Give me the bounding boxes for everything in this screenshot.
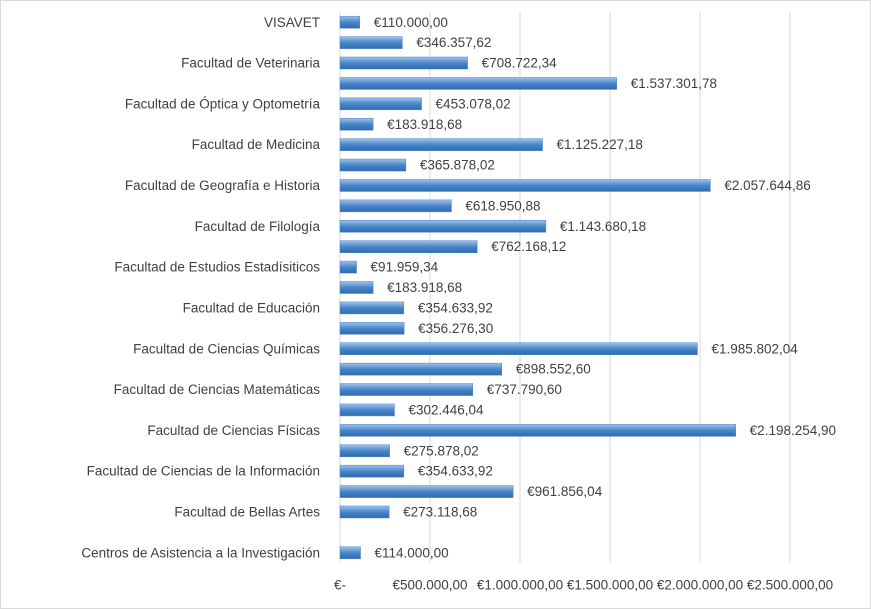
- data-label: €354.633,92: [418, 464, 493, 479]
- y-tick-label: Facultad de Estudios Estadísiticos: [114, 260, 320, 275]
- bar: [339, 403, 395, 417]
- bar: [339, 546, 361, 560]
- y-tick-label: Facultad de Ciencias Físicas: [147, 423, 320, 438]
- bar: [339, 179, 711, 192]
- y-tick-label: Facultad de Bellas Artes: [174, 505, 320, 520]
- y-tick-label: Facultad de Ciencias Matemáticas: [114, 382, 321, 397]
- data-label: €1.143.680,18: [560, 219, 646, 234]
- data-label: €737.790,60: [487, 382, 562, 397]
- data-label: €961.856,04: [527, 484, 603, 499]
- bar: [339, 383, 474, 396]
- data-label: €2.198.254,90: [750, 423, 836, 438]
- bar: [339, 56, 468, 70]
- y-tick-label: Facultad de Educación: [183, 300, 320, 315]
- y-tick-label: Facultad de Geografía e Historia: [125, 178, 321, 193]
- bar: [339, 36, 403, 49]
- bar: [339, 301, 405, 315]
- y-tick-label: Centros de Asistencia a la Investigación: [81, 545, 320, 560]
- y-tick-label: Facultad de Óptica y Optometría: [125, 96, 321, 111]
- bar: [339, 117, 374, 131]
- bar: [339, 362, 502, 376]
- y-tick-label: Facultad de Medicina: [192, 137, 321, 152]
- bar: [339, 342, 698, 355]
- y-tick-label: Facultad de Filología: [195, 219, 321, 234]
- bar: [339, 444, 390, 458]
- data-label: €898.552,60: [516, 362, 591, 377]
- x-tick-label: €2.000.000,00: [657, 578, 743, 593]
- data-label: €1.125.227,18: [557, 137, 643, 152]
- bar: [339, 322, 405, 335]
- data-label: €346.357,62: [416, 35, 491, 50]
- bar: [339, 220, 547, 233]
- bar: [339, 158, 407, 172]
- bar: [339, 464, 405, 478]
- y-tick-label: VISAVET: [264, 15, 320, 30]
- bar: [339, 97, 422, 111]
- bar: [339, 424, 736, 437]
- data-label: €275.878,02: [404, 443, 479, 458]
- y-tick-label: Facultad de Ciencias Químicas: [133, 341, 320, 356]
- data-label: €302.446,04: [408, 403, 484, 418]
- bar: [339, 138, 543, 151]
- x-tick-label: €1.000.000,00: [477, 578, 563, 593]
- data-label: €110.000,00: [374, 15, 448, 30]
- y-tick-label: Facultad de Ciencias de la Información: [87, 464, 320, 479]
- data-label: €183.918,68: [387, 280, 462, 295]
- data-label: €1.537.301,78: [631, 76, 717, 91]
- x-tick-label: €-: [334, 578, 346, 593]
- bar: [339, 199, 452, 213]
- data-label: €114.000,00: [375, 545, 449, 560]
- bar: [339, 240, 478, 253]
- data-label: €183.918,68: [387, 117, 462, 132]
- bar: [339, 77, 617, 90]
- data-label: €365.878,02: [420, 158, 495, 173]
- bar: [339, 505, 390, 519]
- bar: [339, 15, 361, 29]
- data-label: €354.633,92: [418, 300, 493, 315]
- data-label: €618.950,88: [465, 198, 540, 213]
- x-tick-label: €500.000,00: [392, 578, 467, 593]
- x-tick-label: €1.500.000,00: [567, 578, 653, 593]
- y-tick-label: Facultad de Veterinaria: [181, 56, 320, 71]
- bar: [339, 260, 357, 274]
- data-label: €91.959,34: [371, 260, 439, 275]
- bar: [339, 485, 514, 498]
- data-label: €708.722,34: [482, 56, 558, 71]
- data-label: €273.118,68: [403, 505, 477, 520]
- x-tick-label: €2.500.000,00: [747, 578, 833, 593]
- data-label: €1.985.802,04: [711, 341, 798, 356]
- data-label: €356.276,30: [418, 321, 493, 336]
- data-label: €453.078,02: [436, 96, 511, 111]
- data-label: €2.057.644,86: [724, 178, 810, 193]
- data-label: €762.168,12: [491, 239, 566, 254]
- bar: [339, 281, 374, 294]
